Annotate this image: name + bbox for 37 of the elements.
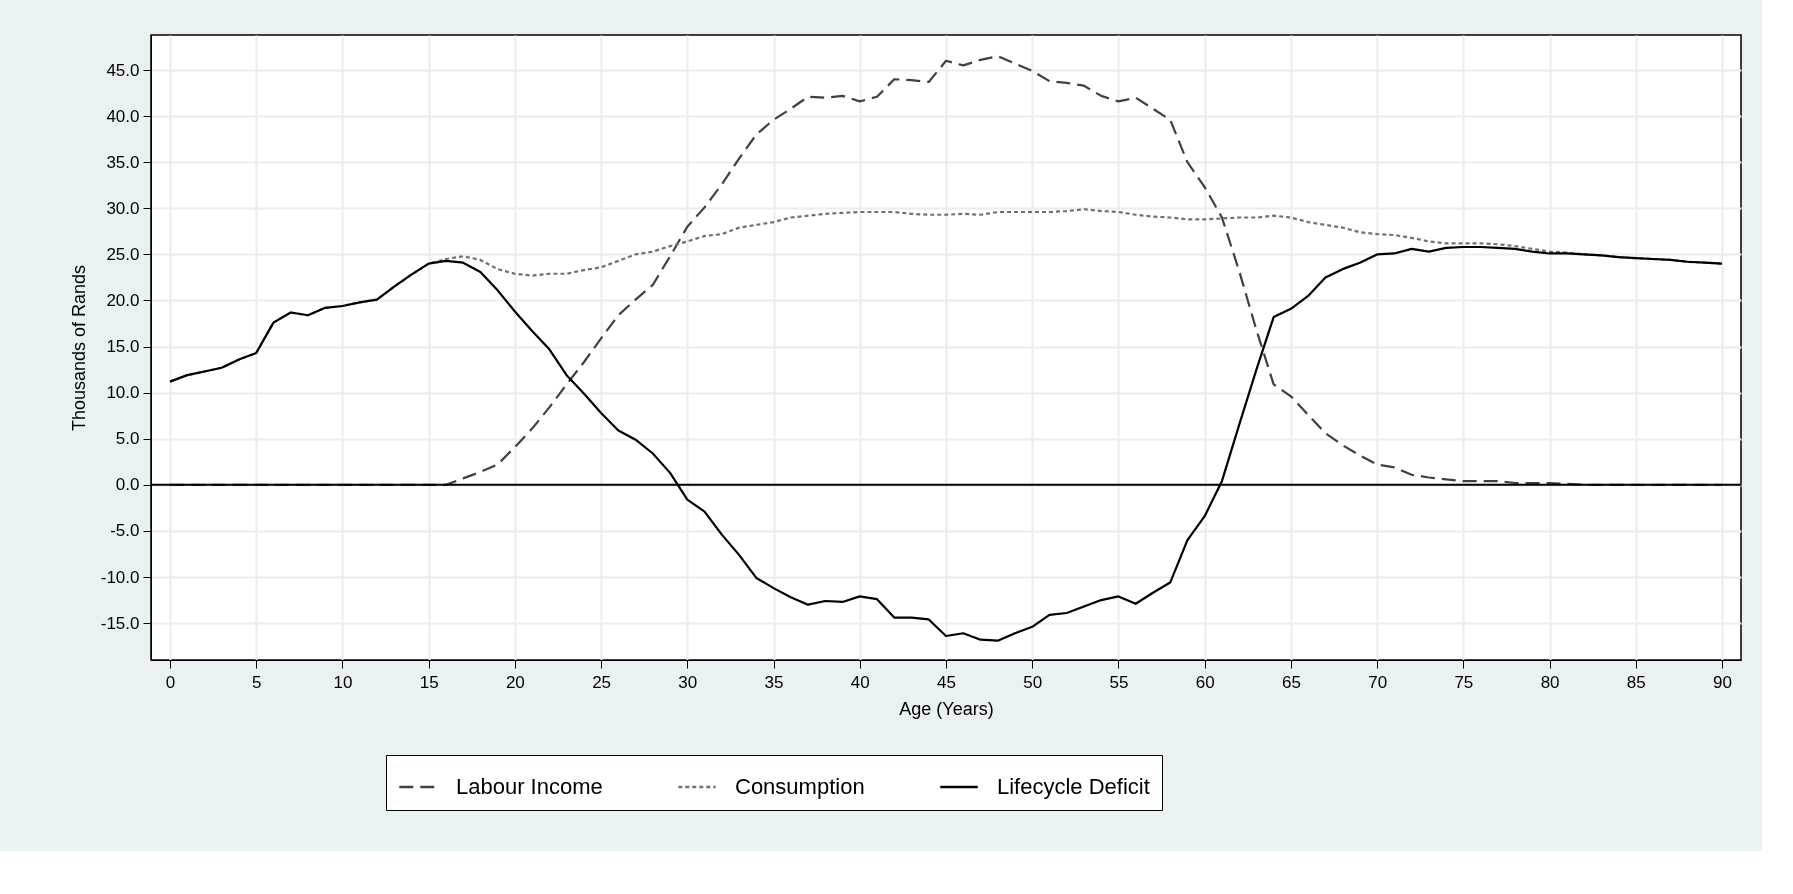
x-tick-label: 50 (1023, 672, 1043, 692)
y-tick-label: 0.0 (115, 475, 140, 495)
x-tick-label: 5 (251, 672, 262, 692)
x-tick-label: 25 (592, 672, 612, 692)
x-tick-label: 15 (419, 672, 439, 692)
x-tick-label: 60 (1195, 672, 1215, 692)
legend-label: Labour Income (456, 774, 603, 799)
y-tick-label: -15.0 (100, 613, 140, 633)
y-tick-label: 25.0 (106, 244, 140, 264)
y-axis-title: Thousands of Rands (68, 264, 89, 432)
x-tick-label: 85 (1626, 672, 1646, 692)
x-axis-title: Age (Years) (899, 698, 994, 719)
y-tick-label: 35.0 (106, 152, 140, 172)
x-tick-label: 35 (764, 672, 784, 692)
y-tick-label: 45.0 (106, 60, 140, 80)
y-tick-label: 15.0 (106, 337, 140, 357)
y-tick-label: -10.0 (100, 567, 140, 587)
x-tick-label: 30 (678, 672, 698, 692)
x-tick-label: 75 (1454, 672, 1474, 692)
x-tick-label: 10 (333, 672, 353, 692)
y-tick-label: 10.0 (106, 383, 140, 403)
x-tick-label: 70 (1368, 672, 1388, 692)
x-tick-label: 65 (1281, 672, 1301, 692)
y-tick-label: 20.0 (106, 290, 140, 310)
legend-label: Consumption (735, 774, 865, 799)
x-tick-label: 40 (850, 672, 870, 692)
x-tick-label: 20 (505, 672, 525, 692)
x-tick-label: 55 (1109, 672, 1129, 692)
y-tick-label: 30.0 (106, 198, 140, 218)
y-tick-label: 40.0 (106, 106, 140, 126)
y-tick-label: -5.0 (110, 521, 140, 541)
x-tick-label: 45 (937, 672, 956, 692)
x-tick-label: 0 (165, 672, 176, 692)
y-tick-label: 5.0 (115, 429, 140, 449)
legend-label: Lifecycle Deficit (997, 774, 1150, 799)
x-tick-label: 80 (1540, 672, 1560, 692)
x-tick-label: 90 (1713, 672, 1732, 692)
